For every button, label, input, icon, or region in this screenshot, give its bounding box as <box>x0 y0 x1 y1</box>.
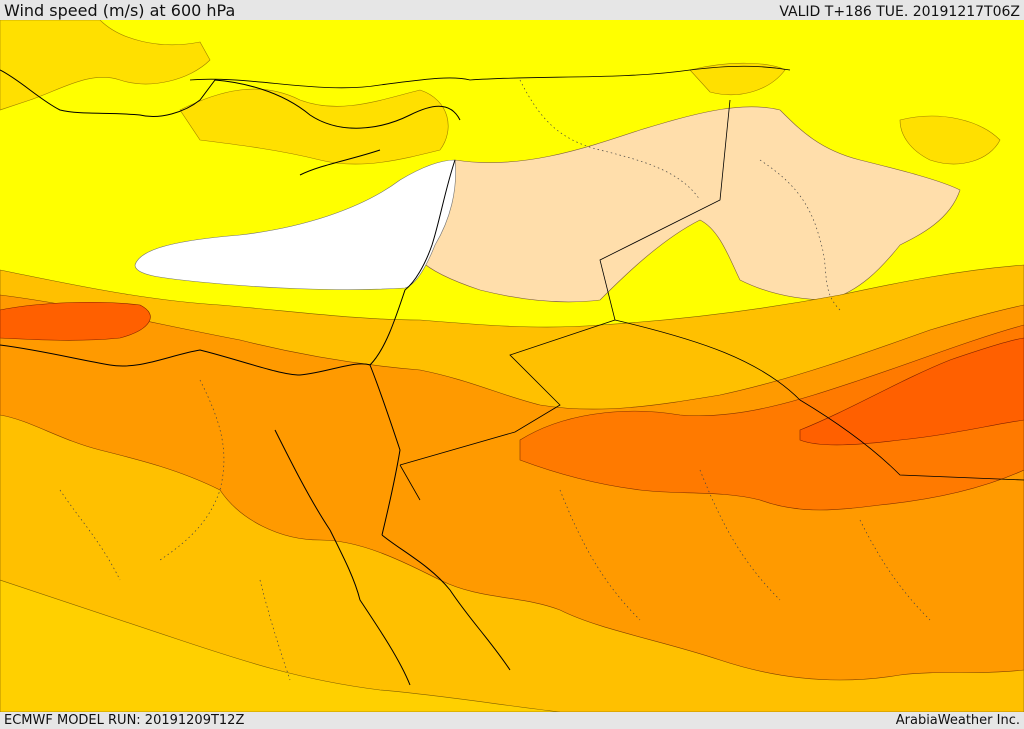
wind-band-gold-south <box>0 579 561 712</box>
province-lines <box>59 79 931 681</box>
map-canvas <box>0 20 1024 712</box>
wind-band-gold-east <box>899 115 1001 165</box>
wind-band-deep-orange <box>519 324 1024 511</box>
model-run: ECMWF MODEL RUN: 20191209T12Z <box>4 713 245 728</box>
wind-band-calm <box>134 159 456 290</box>
wind-speed-map[interactable] <box>0 20 1024 712</box>
borders <box>189 65 1024 501</box>
wind-band-gold-aegean <box>179 88 449 165</box>
credit: ArabiaWeather Inc. <box>895 713 1020 728</box>
map-title: Wind speed (m/s) at 600 hPa <box>4 1 236 20</box>
wind-band-gold-ne <box>689 62 786 96</box>
valid-time: VALID T+186 TUE. 20191217T06Z <box>779 4 1020 20</box>
wind-band-core-west <box>0 301 151 341</box>
footer-bar: ECMWF MODEL RUN: 20191209T12Z ArabiaWeat… <box>0 712 1024 729</box>
title-bar: Wind speed (m/s) at 600 hPa VALID T+186 … <box>0 0 1024 20</box>
wind-band-orange <box>0 294 1024 681</box>
wind-band-gold-north <box>0 20 211 111</box>
coastlines <box>0 69 511 686</box>
